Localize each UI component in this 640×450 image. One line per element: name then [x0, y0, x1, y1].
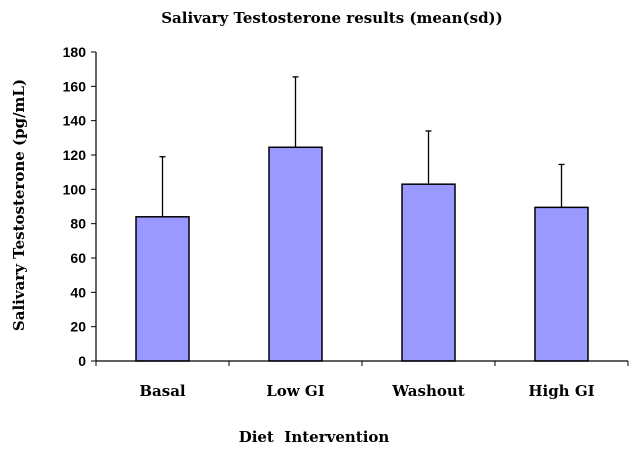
y-tick-label-8: 160 [63, 78, 87, 94]
y-axis-label: Salivary Testosterone (pg/mL) [10, 79, 28, 331]
y-tick-label-3: 60 [70, 250, 86, 266]
y-tick-label-2: 40 [70, 284, 86, 300]
chart-title: Salivary Testosterone results (mean(sd)) [161, 9, 503, 27]
plot-area: 0 20 40 60 80 100 120 140 160 180 Basal Low GI Washo… [63, 44, 629, 400]
x-tick-label-1: Low GI [266, 382, 325, 400]
y-tick-label-5: 100 [63, 181, 87, 197]
y-tick-label-1: 20 [70, 319, 86, 335]
y-tick-label-7: 140 [63, 113, 87, 129]
x-tick-label-0: Basal [139, 382, 186, 400]
x-tick-label-3: High GI [528, 382, 594, 400]
bar-high-gi [534, 206, 589, 362]
bar-low-gi [268, 146, 323, 362]
y-tick-label-0: 0 [78, 353, 86, 369]
x-tick-label-2: Washout [391, 382, 465, 400]
y-tick-label-6: 120 [63, 147, 87, 163]
y-tick-label-4: 80 [70, 216, 86, 232]
bar-basal [135, 216, 190, 362]
x-axis-label: Diet Intervention [239, 428, 390, 446]
y-tick-label-9: 180 [63, 44, 87, 60]
bar-washout [401, 183, 456, 362]
